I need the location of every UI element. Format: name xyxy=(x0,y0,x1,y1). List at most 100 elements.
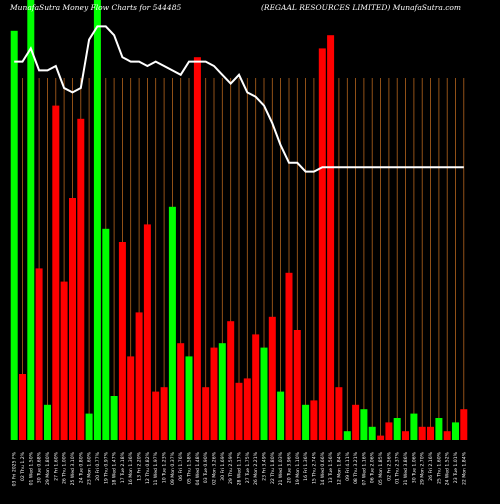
x-tick-label: 30 Tue 1.06% xyxy=(411,451,417,483)
x-tick-label: 26 Fri 2.16% xyxy=(428,451,434,480)
money-flow-bar xyxy=(268,316,276,440)
x-tick-label: 28 Wed 1.17% xyxy=(237,451,243,485)
x-tick-label: 19 Thu 0.97% xyxy=(103,451,109,484)
money-flow-bar xyxy=(77,118,85,441)
x-tick-label: 22 Mon 1.84% xyxy=(461,451,467,485)
x-tick-label: 29 Thu 2.59% xyxy=(228,451,234,484)
x-tick-label: 22 Thu 1.80% xyxy=(270,451,276,484)
money-flow-bar xyxy=(93,0,101,440)
x-tick-label: 16 Mon 1.36% xyxy=(128,451,134,485)
x-tick-label: 20 Fri 0.77% xyxy=(95,451,101,480)
money-flow-bar xyxy=(160,387,168,440)
money-flow-bar xyxy=(52,105,60,440)
x-tick-label: 26 Mon 2.21% xyxy=(253,451,259,485)
money-flow-bar xyxy=(343,431,351,440)
money-flow-bar xyxy=(385,422,393,440)
x-tick-label: 19 Mon 1.10% xyxy=(295,451,301,485)
x-tick-label: 27 Tue 1.75% xyxy=(245,451,251,483)
x-tick-label: 30 Fri 1.69% xyxy=(220,451,226,480)
money-flow-bar xyxy=(310,400,318,440)
money-flow-bar xyxy=(218,343,226,440)
chart-title-right: (REGAAL RESOURCES LIMITED) MunafaSutra.c… xyxy=(261,3,461,12)
money-flow-bar xyxy=(443,431,451,440)
x-tick-label: 16 Fri 1.36% xyxy=(303,451,309,480)
x-tick-label: 02 Mon 3.26% xyxy=(212,451,218,485)
money-flow-bar xyxy=(360,409,368,440)
money-flow-bar xyxy=(19,374,26,440)
money-flow-bar xyxy=(69,198,76,440)
x-tick-label: 06 Fri 1.76% xyxy=(178,451,184,480)
money-flow-bar xyxy=(260,347,268,440)
money-flow-bar xyxy=(44,404,51,440)
x-tick-label: 23 Mon 1.60% xyxy=(87,451,93,485)
x-tick-label: 10 Tue 1.23% xyxy=(162,451,168,483)
money-flow-bar xyxy=(377,435,385,440)
x-tick-label: 02 Thu 1.2% xyxy=(20,451,26,481)
money-flow-bar xyxy=(168,206,176,440)
x-tick-label: 25 Thu 1.60% xyxy=(436,451,442,484)
money-flow-bar xyxy=(127,356,135,440)
x-tick-label: 18 Wed 1.47% xyxy=(112,451,118,485)
money-flow-bar xyxy=(185,356,193,440)
x-tick-label: 04 Wed 1.48% xyxy=(195,451,201,485)
x-tick-label: 01 Wed 1.50% xyxy=(28,451,34,485)
money-flow-bar xyxy=(10,30,18,441)
x-tick-label: 31 Wed 3.86% xyxy=(403,451,409,485)
money-flow-bar xyxy=(418,426,426,440)
x-tick-label: 14 Wed 0.66% xyxy=(320,451,326,485)
money-flow-bar xyxy=(327,35,335,440)
x-tick-label: 09 Fri 4.11% xyxy=(345,451,351,480)
x-tick-label: 21 Wed 1.03% xyxy=(278,451,284,485)
x-tick-label: 12 Thu 0.82% xyxy=(145,451,151,484)
money-flow-bar xyxy=(285,272,293,440)
x-tick-label: 29 Mon 1.80% xyxy=(45,451,51,485)
x-tick-label: 08 Thu 3.21% xyxy=(353,451,359,484)
bar-layer xyxy=(10,0,468,441)
money-flow-bar xyxy=(143,224,151,440)
x-tick-label: 25 Wed 3.10% xyxy=(70,451,76,485)
money-flow-bar xyxy=(277,391,285,440)
money-flow-bar xyxy=(202,387,210,440)
chart-title-left: MunafaSutra Money Flow Charts for 544485 xyxy=(9,3,181,12)
money-flow-bar xyxy=(118,242,126,440)
money-flow-bar xyxy=(102,228,110,440)
x-tick-label: 20 Tue 3.96% xyxy=(287,451,293,483)
money-flow-bar xyxy=(302,404,310,440)
money-flow-bar xyxy=(210,347,218,440)
money-flow-bar xyxy=(235,382,243,440)
money-flow-bar xyxy=(335,387,343,440)
x-tick-label: 13 Tue 1.56% xyxy=(328,451,334,483)
money-flow-bar xyxy=(435,418,443,440)
x-tick-label: 11 Wed 1.97% xyxy=(153,451,159,485)
money-flow-bar xyxy=(227,321,235,440)
x-tick-label: 24 Tue 0.80% xyxy=(78,451,84,483)
money-flow-bar xyxy=(60,281,68,440)
x-tick-label: 06 Tue 2.06% xyxy=(370,451,376,483)
x-tick-labels: 03 Fri 2025 F% 02 Thu 1.2% 01 Wed 1.50% 30 … xyxy=(12,451,468,486)
money-flow-bar xyxy=(460,409,468,440)
money-flow-bar xyxy=(110,396,118,440)
money-flow-bar xyxy=(152,391,160,440)
price-line xyxy=(14,25,464,173)
money-flow-bar xyxy=(35,268,43,440)
money-flow-bar xyxy=(193,57,201,440)
x-tick-label: 23 Tue 1.01% xyxy=(453,451,459,483)
x-tick-label: 03 Tue 0.90% xyxy=(203,451,209,483)
x-tick-label: 29 Mon 2.70% xyxy=(420,451,426,485)
money-flow-bar xyxy=(318,48,326,441)
money-flow-bar xyxy=(368,426,376,440)
x-tick-label: 09 Mon 0.37% xyxy=(170,451,176,485)
money-flow-bar xyxy=(243,378,251,440)
money-flow-bar xyxy=(352,404,360,440)
x-tick-label: 05 Mon 1.85% xyxy=(378,451,384,485)
x-tick-label: 02 Fri 2.56% xyxy=(386,451,392,480)
money-flow-bar xyxy=(252,334,260,440)
money-flow-bar xyxy=(135,312,143,440)
money-flow-bar xyxy=(452,422,459,440)
x-tick-label: 26 Thu 1.00% xyxy=(62,451,68,484)
x-tick-label: 23 Fri 3.49% xyxy=(262,451,268,480)
x-tick-label: 07 Wed 1.16% xyxy=(361,451,367,485)
money-flow-bar xyxy=(177,343,185,440)
x-tick-label: 13 Fri 2.20% xyxy=(137,451,143,480)
